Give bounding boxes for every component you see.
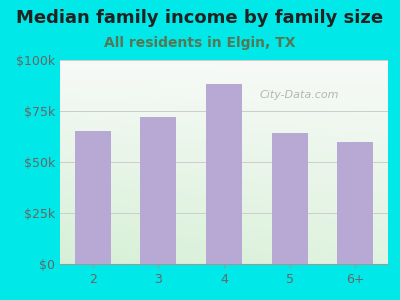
Bar <box>337 142 373 264</box>
Bar <box>75 131 111 264</box>
Text: Median family income by family size: Median family income by family size <box>16 9 384 27</box>
Text: City-Data.com: City-Data.com <box>260 90 339 100</box>
Bar <box>140 117 176 264</box>
Bar <box>206 85 242 264</box>
Text: All residents in Elgin, TX: All residents in Elgin, TX <box>104 36 296 50</box>
Bar <box>272 134 308 264</box>
